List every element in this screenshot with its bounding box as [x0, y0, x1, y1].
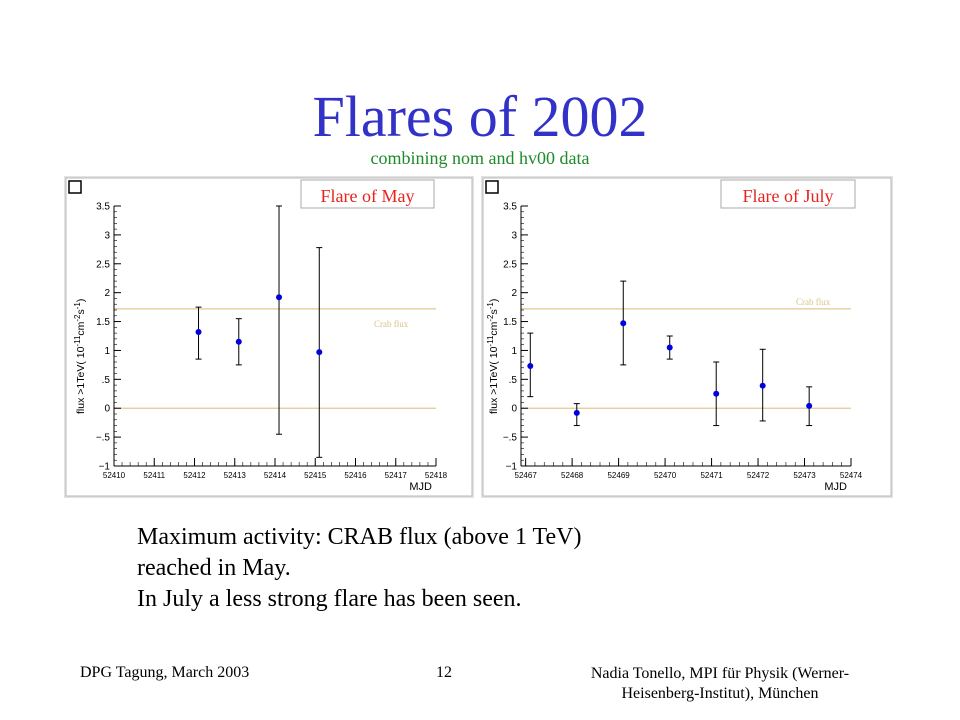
- x-tick-label: 52417: [385, 471, 408, 480]
- crab-flux-label: Crab flux: [796, 297, 831, 307]
- body-line: In July a less strong flare has been see…: [137, 586, 522, 612]
- data-point: [573, 409, 580, 416]
- footer-event: DPG Tagung, March 2003: [80, 664, 250, 681]
- y-tick-label: .5: [509, 375, 518, 386]
- y-tick-label: −1: [99, 462, 111, 473]
- data-point: [316, 349, 323, 356]
- y-tick-label: 2: [104, 288, 110, 299]
- body-line: reached in May.: [137, 555, 291, 581]
- x-tick-label: 52414: [264, 471, 287, 480]
- x-tick-label: 52472: [747, 471, 770, 480]
- footer-author: Nadia Tonello, MPI für Physik (Werner- H…: [560, 664, 880, 704]
- plot-title: Flare of May: [321, 186, 415, 206]
- canvas-box-icon: [485, 180, 499, 194]
- data-point: [759, 382, 766, 389]
- chart-panel-july: Flare of July Crab flux −1 −.5 0 .5 1 1.5 2 2.5 3 3…: [481, 176, 893, 498]
- y-tick-label: 1: [511, 346, 517, 357]
- page-number: 12: [436, 664, 452, 681]
- y-tick-label: 2.5: [503, 259, 517, 270]
- x-tick-label: 52416: [344, 471, 367, 480]
- chart-july: Flare of July Crab flux −1 −.5 0 .5 1 1.5 2 2.5 3 3…: [482, 177, 892, 497]
- plot-area: [65, 177, 473, 497]
- x-tick-label: 52471: [700, 471, 723, 480]
- slide-title: Flares of 2002: [312, 84, 648, 149]
- footer-author-line: Nadia Tonello, MPI für Physik (Werner-: [590, 665, 850, 682]
- x-tick-label: 52418: [425, 471, 448, 480]
- x-tick-label: 52415: [304, 471, 327, 480]
- body-text: Maximum activity: CRAB flux (above 1 TeV…: [137, 522, 581, 615]
- x-axis-label: MJD: [824, 481, 847, 493]
- y-tick-label: .5: [102, 375, 111, 386]
- data-point: [666, 344, 673, 351]
- x-tick-label: 52473: [793, 471, 816, 480]
- x-tick-label: 52468: [561, 471, 584, 480]
- plot-area: [482, 177, 892, 497]
- y-tick-label: 3.5: [96, 202, 110, 213]
- body-line: Maximum activity: CRAB flux (above 1 TeV…: [137, 524, 582, 550]
- y-tick-label: 2.5: [96, 259, 110, 270]
- y-tick-label: −.5: [96, 433, 111, 444]
- y-tick-label: 1.5: [96, 317, 110, 328]
- x-tick-label: 52412: [183, 471, 206, 480]
- y-tick-label: 2: [511, 288, 517, 299]
- y-tick-label: −.5: [503, 433, 518, 444]
- y-tick-label: 3: [511, 230, 517, 241]
- data-point: [527, 363, 534, 370]
- data-point: [713, 390, 720, 397]
- data-point: [195, 328, 202, 335]
- y-tick-label: 1: [104, 346, 110, 357]
- x-tick-label: 52411: [143, 471, 165, 480]
- plot-title-box: [300, 179, 435, 209]
- data-point: [620, 320, 627, 327]
- y-tick-label: 3: [104, 230, 110, 241]
- chart-may: Flare of May Crab flux −1 −.5 0 .5 1 1.5 2 2.5 3 3.…: [65, 177, 473, 497]
- y-tick-label: 0: [104, 404, 110, 415]
- plot-title-box: [720, 179, 856, 209]
- slide-subtitle: combining nom and hv00 data: [370, 148, 590, 168]
- y-tick-label: 3.5: [503, 202, 517, 213]
- x-axis-label: MJD: [409, 481, 432, 493]
- plot-title: Flare of July: [743, 186, 834, 206]
- x-tick-label: 52413: [224, 471, 247, 480]
- x-tick-label: 52469: [607, 471, 630, 480]
- canvas-box-icon: [68, 180, 82, 194]
- x-tick-label: 52474: [840, 471, 863, 480]
- x-tick-label: 52470: [654, 471, 677, 480]
- data-point: [276, 294, 283, 301]
- x-tick-label: 52467: [515, 471, 538, 480]
- chart-panel-may: Flare of May Crab flux −1 −.5 0 .5 1 1.5 2 2.5 3 3.…: [64, 176, 474, 498]
- y-tick-label: 1.5: [503, 317, 517, 328]
- y-tick-label: 0: [511, 404, 517, 415]
- y-tick-label: −1: [506, 462, 518, 473]
- data-point: [235, 338, 242, 345]
- data-point: [806, 402, 813, 409]
- y-axis-label: flux >1TeV( 10-11cm-2s-1): [486, 299, 500, 414]
- x-tick-label: 52410: [103, 471, 126, 480]
- crab-flux-label: Crab flux: [374, 319, 409, 329]
- y-axis-label: flux >1TeV( 10-11cm-2s-1): [73, 299, 87, 414]
- footer-author-line: Heisenberg-Institut), München: [621, 685, 819, 702]
